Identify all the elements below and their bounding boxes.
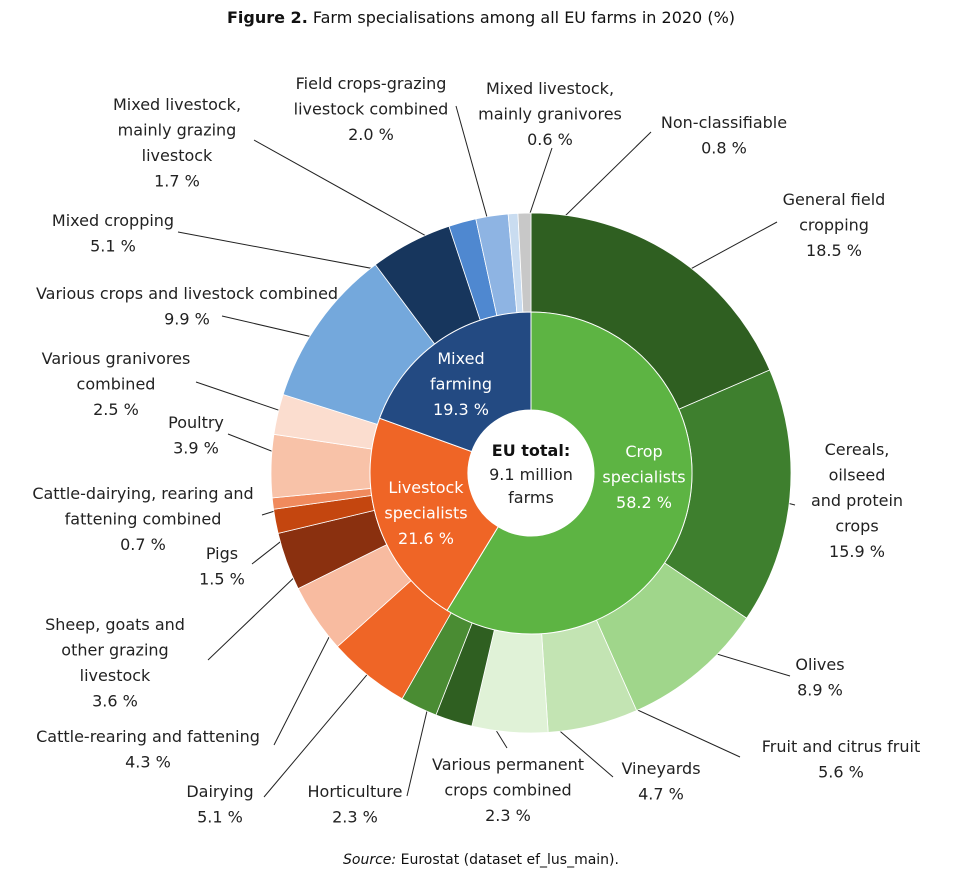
- outer-value-cereals-oilseed-and-protein-crops: 15.9 %: [829, 542, 885, 561]
- outer-label-various-crops-and-livestock-combined: Various crops and livestock combined: [36, 284, 338, 303]
- outer-label-general-field-cropping: General field: [783, 190, 886, 209]
- chart-title: Figure 2. Farm specialisations among all…: [0, 8, 962, 27]
- outer-label-sheep-goats-and-other-grazing-livestock: other grazing: [61, 641, 168, 660]
- figure-title: Farm specialisations among all EU farms …: [312, 8, 736, 27]
- center-circle: [468, 410, 594, 536]
- outer-label-various-granivores-combined: combined: [77, 375, 156, 394]
- outer-label-sheep-goats-and-other-grazing-livestock: Sheep, goats and: [45, 615, 185, 634]
- outer-label-cereals-oilseed-and-protein-crops: oilseed: [829, 466, 886, 485]
- outer-value-cattle-rearing-and-fattening: 4.3 %: [125, 753, 171, 772]
- outer-label-mixed-livestock-mainly-granivores: Mixed livestock,: [486, 79, 614, 98]
- outer-label-various-permanent-crops-combined: Various permanent: [432, 755, 584, 774]
- inner-label-livestock-specialists: specialists: [384, 504, 467, 523]
- inner-value-mixed-farming: 19.3 %: [433, 400, 489, 419]
- source-text: Eurostat (dataset ef_lus_main).: [400, 852, 619, 868]
- outer-label-various-permanent-crops-combined: crops combined: [444, 781, 571, 800]
- outer-label-cereals-oilseed-and-protein-crops: Cereals,: [825, 440, 890, 459]
- center-line1: 9.1 million: [489, 465, 573, 484]
- outer-label-poultry: Poultry: [168, 413, 224, 432]
- inner-label-mixed-farming: Mixed: [437, 349, 484, 368]
- center-line2: farms: [508, 488, 554, 507]
- outer-value-mixed-livestock-mainly-granivores: 0.6 %: [527, 130, 573, 149]
- outer-label-vineyards: Vineyards: [621, 759, 700, 778]
- outer-label-fruit-and-citrus-fruit: Fruit and citrus fruit: [762, 737, 920, 756]
- outer-label-field-crops-grazing-livestock-combined: livestock combined: [294, 100, 449, 119]
- inner-labels: Crop specialists 58.2 % Livestock specialist…: [384, 349, 685, 548]
- inner-label-mixed-farming: farming: [430, 375, 492, 394]
- outer-label-mixed-livestock-mainly-grazing-livestock: Mixed livestock,: [113, 95, 241, 114]
- outer-value-vineyards: 4.7 %: [638, 785, 684, 804]
- outer-value-mixed-livestock-mainly-grazing-livestock: 1.7 %: [154, 172, 200, 191]
- outer-label-cattle-dairying-rearing-and-fattening-combined: Cattle-dairying, rearing and: [32, 484, 253, 503]
- outer-value-cattle-dairying-rearing-and-fattening-combined: 0.7 %: [120, 535, 166, 554]
- outer-value-pigs: 1.5 %: [199, 570, 245, 589]
- inner-label-crop-specialists: Crop: [625, 442, 662, 461]
- outer-labels: General field cropping 18.5 % Cereals, oilse…: [32, 74, 920, 827]
- outer-value-olives: 8.9 %: [797, 681, 843, 700]
- outer-value-fruit-and-citrus-fruit: 5.6 %: [818, 763, 864, 782]
- outer-value-various-permanent-crops-combined: 2.3 %: [485, 806, 531, 825]
- center-hole: EU total: 9.1 million farms: [468, 410, 594, 536]
- source-note: Source: Eurostat (dataset ef_lus_main).: [0, 852, 962, 868]
- figure-label: Figure 2.: [226, 8, 308, 27]
- outer-label-mixed-livestock-mainly-granivores: mainly granivores: [478, 105, 622, 124]
- outer-value-poultry: 3.9 %: [173, 439, 219, 458]
- outer-value-horticulture: 2.3 %: [332, 808, 378, 827]
- outer-label-non-classifiable: Non-classifiable: [661, 113, 787, 132]
- inner-value-livestock-specialists: 21.6 %: [398, 529, 454, 548]
- outer-ring: [270, 212, 792, 734]
- outer-value-field-crops-grazing-livestock-combined: 2.0 %: [348, 125, 394, 144]
- center-title: EU total:: [492, 441, 570, 460]
- outer-label-mixed-livestock-mainly-grazing-livestock: livestock: [142, 146, 213, 165]
- outer-value-various-granivores-combined: 2.5 %: [93, 400, 139, 419]
- outer-label-general-field-cropping: cropping: [799, 216, 869, 235]
- outer-label-field-crops-grazing-livestock-combined: Field crops-grazing: [296, 74, 447, 93]
- outer-label-various-granivores-combined: Various granivores: [42, 349, 191, 368]
- outer-value-non-classifiable: 0.8 %: [701, 139, 747, 158]
- outer-value-dairying: 5.1 %: [197, 808, 243, 827]
- outer-value-mixed-cropping: 5.1 %: [90, 237, 136, 256]
- outer-value-sheep-goats-and-other-grazing-livestock: 3.6 %: [92, 692, 138, 711]
- outer-value-general-field-cropping: 18.5 %: [806, 241, 862, 260]
- outer-label-horticulture: Horticulture: [308, 782, 403, 801]
- outer-value-various-crops-and-livestock-combined: 9.9 %: [164, 310, 210, 329]
- outer-label-olives: Olives: [795, 655, 844, 674]
- outer-label-cereals-oilseed-and-protein-crops: and protein: [811, 491, 903, 510]
- inner-label-livestock-specialists: Livestock: [388, 478, 464, 497]
- inner-value-crop-specialists: 58.2 %: [616, 493, 672, 512]
- outer-label-sheep-goats-and-other-grazing-livestock: livestock: [80, 666, 151, 685]
- outer-label-dairying: Dairying: [186, 782, 253, 801]
- outer-label-pigs: Pigs: [206, 544, 238, 563]
- outer-label-cereals-oilseed-and-protein-crops: crops: [835, 517, 878, 536]
- outer-label-cattle-dairying-rearing-and-fattening-combined: fattening combined: [65, 510, 222, 529]
- source-label: Source:: [343, 852, 397, 868]
- outer-label-mixed-cropping: Mixed cropping: [52, 211, 174, 230]
- inner-label-crop-specialists: specialists: [602, 468, 685, 487]
- outer-label-mixed-livestock-mainly-grazing-livestock: mainly grazing: [118, 121, 237, 140]
- outer-label-cattle-rearing-and-fattening: Cattle-rearing and fattening: [36, 727, 260, 746]
